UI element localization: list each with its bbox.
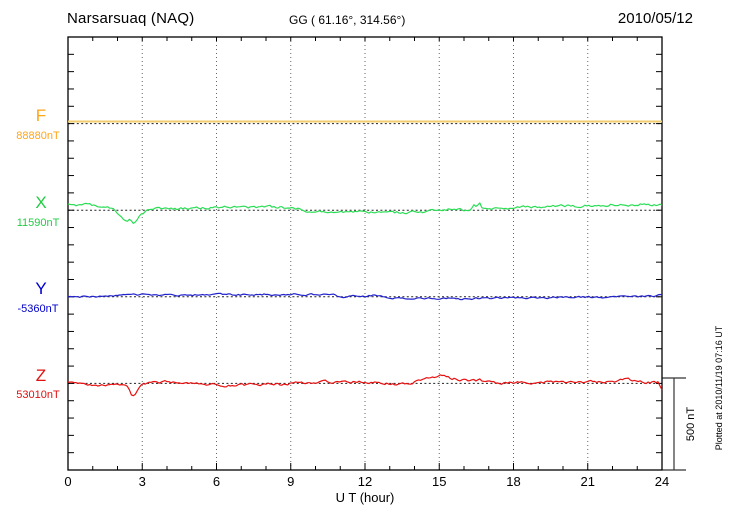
scale-bar-label: 500 nT [685, 406, 697, 442]
x-tick-label-3: 3 [138, 474, 146, 489]
plot-frame [67, 36, 663, 471]
channel-label-z: Z [35, 366, 47, 385]
x-tick-label-24: 24 [654, 474, 670, 489]
x-tick-label-18: 18 [506, 474, 521, 489]
plot-date: 2010/05/12 [617, 10, 693, 27]
channel-label-y: Y [35, 279, 47, 298]
x-tick-label-6: 6 [212, 474, 221, 489]
observatory-coordinates: GG ( 61.16°, 314.56°) [289, 13, 406, 27]
x-tick-label-9: 9 [287, 474, 295, 489]
channel-baseline-value-f: 88880nT [16, 130, 60, 142]
plot-timestamp: Plotted at 2010/11/19 07:16 UT [714, 325, 724, 451]
channel-baseline-value-x: 11590nT [16, 217, 60, 229]
channel-baseline-value-y: -5360nT [17, 303, 59, 315]
channel-label-f: F [35, 106, 47, 125]
channel-baseline-value-z: 53010nT [16, 389, 60, 401]
x-tick-label-21: 21 [580, 474, 595, 489]
channel-label-x: X [35, 193, 47, 212]
x-tick-label-15: 15 [432, 474, 447, 489]
trace-Y [67, 292, 663, 301]
trace-Z [68, 374, 663, 397]
trace-X [67, 202, 663, 224]
x-tick-label-12: 12 [357, 474, 373, 489]
x-axis-label: U T (hour) [335, 490, 395, 505]
x-tick-label-0: 0 [64, 474, 72, 489]
station-name: Narsarsuaq (NAQ) [67, 10, 195, 27]
